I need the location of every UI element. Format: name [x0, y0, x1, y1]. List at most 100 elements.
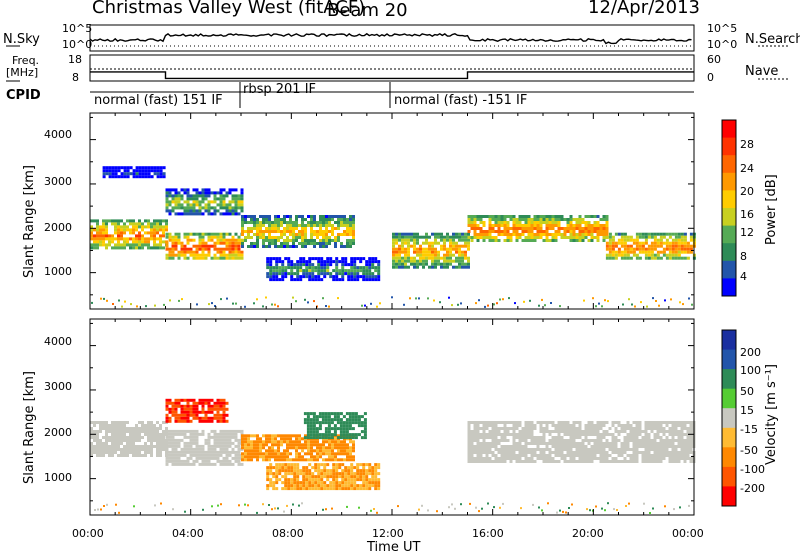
power-cell	[228, 247, 232, 251]
power-cell	[377, 272, 381, 276]
power-cell	[569, 239, 573, 242]
velocity-cell	[183, 410, 187, 414]
velocity-cell	[638, 421, 642, 424]
power-cell	[198, 194, 202, 198]
power-cell	[266, 272, 270, 276]
velocity-cell	[177, 441, 181, 445]
velocity-cell	[488, 448, 492, 451]
power-cell	[253, 233, 256, 236]
power-cell	[539, 236, 543, 239]
power-cell	[491, 215, 495, 218]
velocity-cell	[195, 459, 199, 463]
velocity-cell	[530, 436, 534, 439]
velocity-cell	[302, 472, 306, 476]
power-cell	[129, 228, 132, 232]
velocity-cell	[551, 445, 555, 448]
velocity-cell	[333, 415, 337, 419]
power-cell	[244, 215, 247, 218]
power-cell	[165, 241, 169, 245]
power-cell	[638, 250, 642, 254]
power-cell	[491, 230, 495, 233]
power-cell	[620, 235, 624, 239]
power-cell	[195, 191, 199, 195]
velocity-cell	[306, 415, 310, 419]
power-cell	[620, 256, 624, 260]
power-cell	[189, 250, 193, 254]
velocity-cell	[593, 439, 597, 442]
velocity-cell	[647, 454, 651, 457]
velocity-cell	[195, 413, 199, 417]
velocity-cell	[557, 445, 561, 448]
velocity-cell	[222, 459, 226, 463]
power-cell	[129, 219, 132, 223]
power-cell	[198, 238, 202, 242]
power-cell	[114, 222, 117, 226]
power-ground-cell	[226, 297, 228, 300]
velocity-cell	[275, 487, 279, 491]
power-cell	[234, 209, 238, 213]
velocity-cell	[554, 460, 558, 463]
velocity-cell	[563, 442, 567, 445]
velocity-cell	[578, 445, 582, 448]
velocity-cell	[677, 439, 681, 442]
velocity-cell	[674, 454, 678, 457]
velocity-cell	[494, 460, 498, 463]
power-cell	[596, 233, 600, 236]
power-cell	[180, 188, 184, 192]
power-cell	[500, 230, 504, 233]
power-cell	[353, 263, 357, 267]
power-cell	[213, 197, 217, 201]
power-cell	[395, 253, 398, 257]
velocity-cell	[332, 487, 336, 491]
nave-tick-bottom: 0	[707, 71, 714, 84]
power-cell	[281, 275, 285, 279]
power-cell	[222, 241, 226, 245]
power-cell	[299, 275, 303, 279]
power-cell	[533, 215, 537, 218]
power-cell	[680, 256, 684, 260]
velocity-cell	[237, 456, 241, 460]
power-cell	[668, 241, 672, 245]
power-cell	[395, 232, 398, 236]
velocity-cell	[231, 429, 235, 433]
power-cell	[467, 244, 470, 248]
velocity-cell	[335, 484, 339, 488]
power-cell	[141, 225, 144, 229]
velocity-cell	[677, 421, 681, 424]
velocity-cell	[362, 481, 366, 485]
power-cell	[247, 221, 250, 224]
velocity-cell	[225, 432, 229, 436]
power-cell	[299, 260, 303, 264]
power-cell	[527, 218, 531, 221]
velocity-cell	[256, 452, 259, 456]
power-cell	[277, 224, 280, 227]
velocity-cell	[183, 453, 187, 457]
power-cell	[290, 278, 294, 282]
velocity-cell	[174, 419, 178, 423]
velocity-cell	[240, 462, 244, 466]
power-cell	[467, 256, 470, 260]
velocity-cell	[274, 455, 277, 459]
velocity-cell	[207, 459, 211, 463]
velocity-cell	[295, 446, 298, 450]
velocity-cell	[195, 444, 199, 448]
power-cell	[343, 230, 346, 233]
power-cell	[413, 235, 416, 239]
velocity-cell	[93, 430, 96, 433]
power-cell	[93, 246, 96, 250]
power-cell	[186, 238, 190, 242]
velocity-cell	[557, 451, 561, 454]
power-cell	[165, 200, 169, 204]
velocity-cell	[581, 460, 585, 463]
velocity-cell	[545, 442, 549, 445]
velocity-cell	[222, 410, 226, 414]
velocity-cell	[683, 457, 687, 460]
power-cell	[350, 257, 354, 261]
power-cell	[296, 260, 300, 264]
power-cell	[566, 230, 570, 233]
power-cell	[455, 241, 458, 245]
power-cell	[668, 250, 672, 254]
power-cell	[281, 272, 285, 276]
velocity-cell	[482, 460, 486, 463]
velocity-cell	[521, 451, 525, 454]
